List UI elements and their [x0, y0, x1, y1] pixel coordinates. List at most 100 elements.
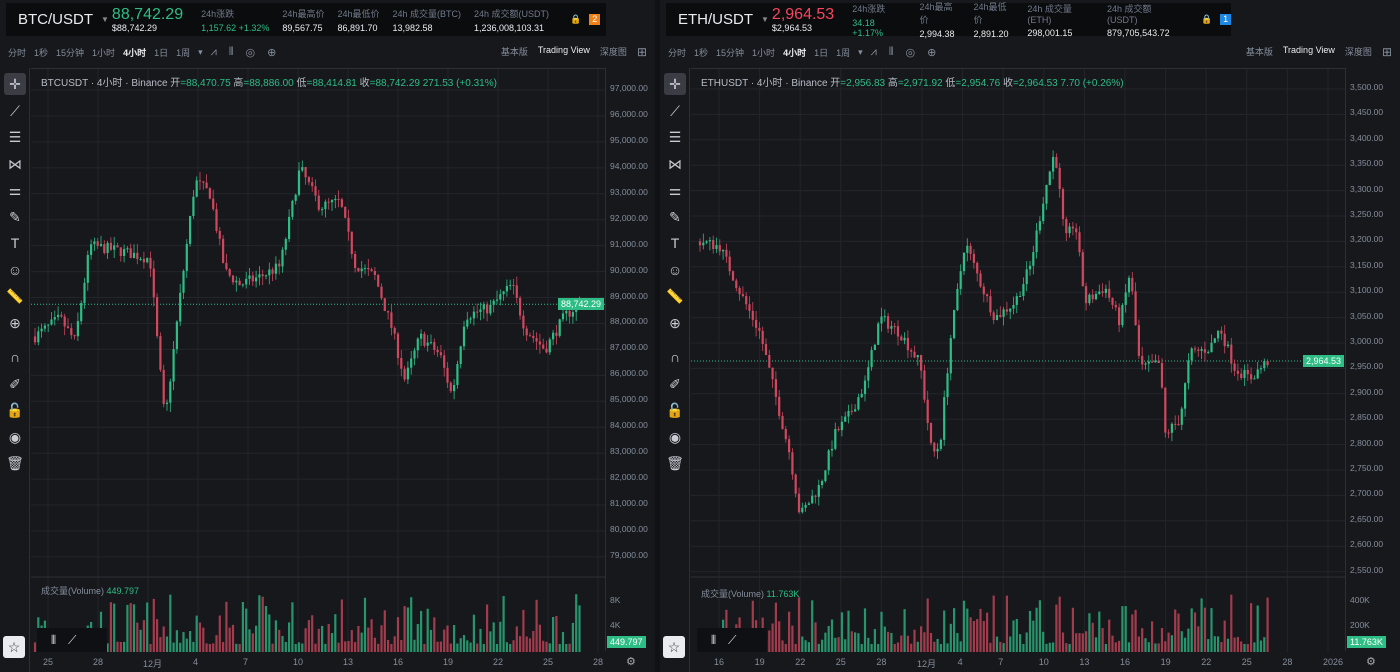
interval-2[interactable]: 15分钟	[716, 47, 745, 58]
candle-body	[804, 504, 807, 508]
view-2[interactable]: 深度图	[599, 47, 627, 57]
volume-bar	[317, 628, 320, 652]
emoji-icon[interactable]: ☺	[667, 261, 683, 278]
trend-line-icon[interactable]: ⟋	[670, 102, 680, 119]
indicator-icon[interactable]: ⩘	[210, 45, 217, 58]
screenshot-icon[interactable]: ◎	[245, 46, 256, 59]
volume-bar	[548, 643, 551, 652]
lock-icon[interactable]: 🔒	[570, 14, 582, 24]
chevron-down-icon[interactable]: ▼	[101, 15, 109, 24]
brush-icon[interactable]: ✎	[669, 208, 681, 225]
candle-type-icon[interactable]: ⫴	[228, 45, 234, 58]
symbol-selector[interactable]: ETH/USDT	[678, 11, 753, 28]
legend-high: =88,886.00	[243, 78, 294, 89]
add-icon[interactable]: ⊕	[267, 46, 277, 59]
text-icon[interactable]: T	[10, 235, 20, 251]
favorite-star-icon[interactable]: ☆	[663, 636, 685, 658]
fib-icon[interactable]: ⚌	[8, 182, 22, 198]
trash-icon[interactable]: 🗑	[6, 455, 24, 471]
dropdown-icon[interactable]: ▾	[858, 46, 863, 57]
price-axis[interactable]: 97,000.00 96,000.00 95,000.00 94,000.00 93,0…	[605, 68, 655, 651]
line-tool-icon[interactable]: ⟋	[728, 632, 737, 647]
screenshot-icon[interactable]: ◎	[905, 46, 916, 59]
time-axis[interactable]: 16 19 22 25 28 12月 4 7 10 13 16 19 22 25 28 2026	[660, 651, 1345, 672]
volume-bar	[357, 625, 360, 652]
magnet-icon[interactable]: ∩	[9, 349, 21, 365]
crosshair-icon[interactable]: ✛	[664, 73, 686, 95]
candle-body	[1157, 360, 1160, 363]
volume-bar	[1081, 633, 1084, 652]
text-icon[interactable]: T	[670, 235, 680, 251]
dropdown-icon[interactable]: ▾	[198, 46, 203, 57]
candles-icon[interactable]: ⫴	[51, 632, 57, 647]
interval-2[interactable]: 15分钟	[56, 47, 85, 58]
zoom-in-icon[interactable]: ⊕	[669, 314, 681, 331]
volume-bar	[959, 641, 962, 652]
lock-icon[interactable]: 🔓	[6, 402, 24, 418]
eye-icon[interactable]: ◉	[668, 428, 682, 445]
ruler-icon[interactable]: 📏	[666, 288, 684, 304]
candle-body	[307, 177, 310, 183]
interval-3[interactable]: 1小时	[752, 47, 776, 58]
candle-body	[979, 273, 982, 287]
lock-drawing-icon[interactable]: ✐	[9, 375, 21, 392]
interval-1[interactable]: 1秒	[694, 47, 709, 58]
interval-5[interactable]: 1日	[154, 47, 169, 58]
candle-type-icon[interactable]: ⫴	[888, 45, 894, 58]
interval-5[interactable]: 1日	[814, 47, 829, 58]
crosshair-icon[interactable]: ✛	[4, 73, 26, 95]
candle-body	[413, 350, 416, 359]
lock-icon[interactable]: 🔒	[1201, 14, 1213, 24]
trend-line-icon[interactable]: ⟋	[10, 102, 20, 119]
emoji-icon[interactable]: ☺	[7, 261, 23, 278]
candles-icon[interactable]: ⫴	[711, 632, 717, 647]
interval-0[interactable]: 分时	[8, 47, 27, 58]
volume-bar	[113, 603, 116, 652]
candle-body	[195, 180, 198, 197]
layout-grid-icon[interactable]: ⊞	[1381, 45, 1392, 59]
view-2[interactable]: 深度图	[1344, 47, 1372, 57]
symbol-selector[interactable]: BTC/USDT	[18, 11, 93, 28]
horizontal-lines-icon[interactable]: ☰	[668, 129, 682, 145]
favorite-star-icon[interactable]: ☆	[3, 636, 25, 658]
view-1[interactable]: Trading View	[537, 45, 590, 55]
price-chart[interactable]: ETHUSDT · 4小时 · Binance 开=2,956.83 高=2,9…	[691, 68, 1345, 652]
view-1[interactable]: Trading View	[1282, 45, 1335, 55]
trash-icon[interactable]: 🗑	[666, 455, 684, 471]
interval-1[interactable]: 1秒	[34, 47, 49, 58]
chevron-down-icon[interactable]: ▼	[761, 15, 769, 24]
indicator-icon[interactable]: ⩘	[870, 45, 877, 58]
layout-badge[interactable]: 1	[1220, 14, 1231, 25]
lock-drawing-icon[interactable]: ✐	[669, 375, 681, 392]
interval-3[interactable]: 1小时	[92, 47, 116, 58]
volume-bar	[1240, 641, 1243, 652]
add-icon[interactable]: ⊕	[927, 46, 937, 59]
time-axis[interactable]: 25 28 12月 4 7 10 13 16 19 22 25 28	[0, 651, 605, 672]
horizontal-lines-icon[interactable]: ☰	[8, 129, 22, 145]
ruler-icon[interactable]: 📏	[6, 288, 24, 304]
price-axis[interactable]: 3,500.00 3,450.00 3,400.00 3,350.00 3,300.00…	[1345, 68, 1400, 651]
candle-body	[1246, 369, 1249, 375]
interval-4[interactable]: 4小时	[783, 47, 807, 58]
volume-bar	[877, 643, 880, 652]
brush-icon[interactable]: ✎	[9, 208, 21, 225]
interval-6[interactable]: 1周	[176, 47, 191, 58]
pattern-icon[interactable]: ⋈	[8, 155, 22, 172]
price-chart[interactable]: BTCUSDT · 4小时 · Binance 开=88,470.75 高=88…	[31, 68, 605, 652]
pattern-icon[interactable]: ⋈	[668, 155, 682, 172]
interval-0[interactable]: 分时	[668, 47, 687, 58]
lock-icon[interactable]: 🔓	[666, 402, 684, 418]
eye-icon[interactable]: ◉	[8, 428, 22, 445]
line-tool-icon[interactable]: ⟋	[68, 632, 77, 647]
view-0[interactable]: 基本版	[500, 47, 528, 57]
layout-badge[interactable]: 2	[589, 14, 601, 25]
zoom-in-icon[interactable]: ⊕	[9, 314, 21, 331]
axis-settings-icon[interactable]: ⚙	[1366, 656, 1376, 668]
interval-6[interactable]: 1周	[836, 47, 851, 58]
axis-settings-icon[interactable]: ⚙	[626, 656, 636, 668]
view-0[interactable]: 基本版	[1245, 47, 1273, 57]
layout-grid-icon[interactable]: ⊞	[636, 45, 647, 59]
magnet-icon[interactable]: ∩	[669, 349, 681, 365]
fib-icon[interactable]: ⚌	[668, 182, 682, 198]
interval-4[interactable]: 4小时	[123, 47, 147, 58]
